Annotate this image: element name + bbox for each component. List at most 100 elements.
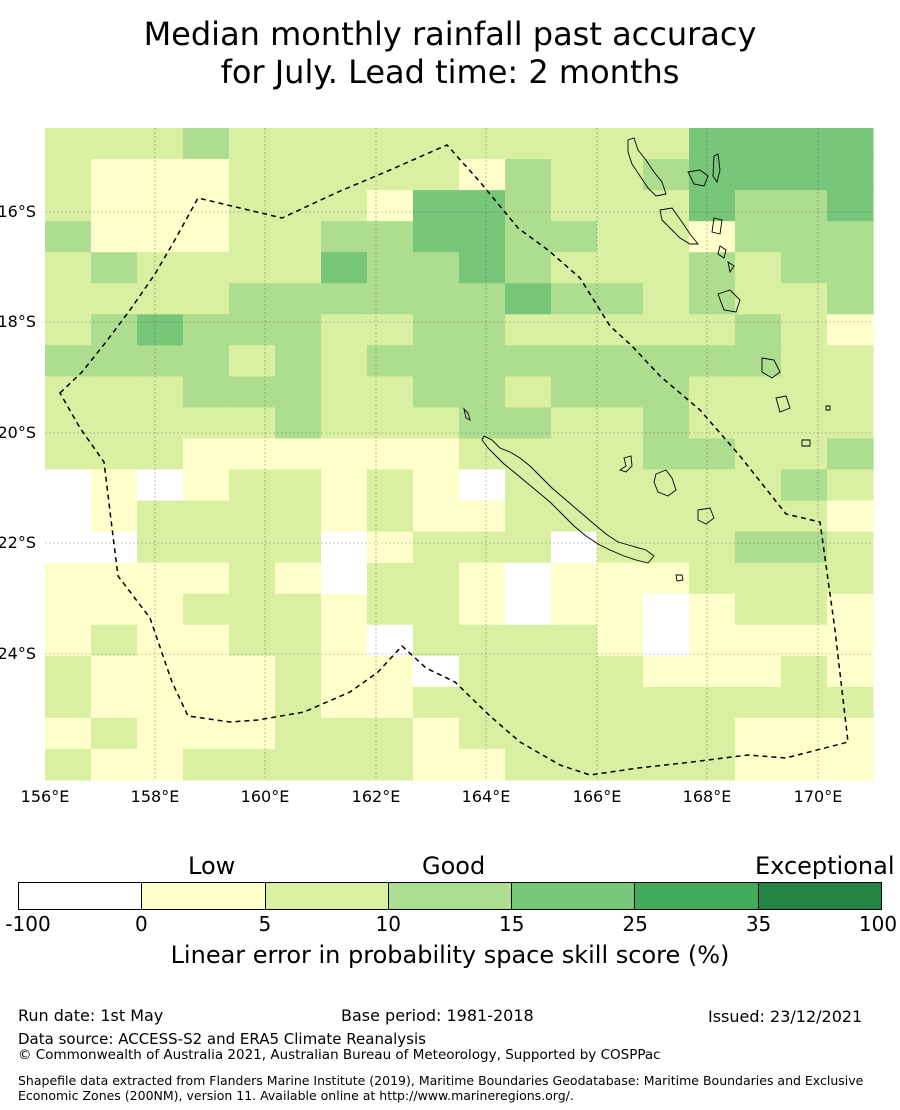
grid-cell [183, 221, 230, 253]
grid-cell [735, 748, 782, 781]
grid-cell [183, 500, 230, 533]
grid-cell [367, 345, 414, 377]
grid-cell [321, 407, 368, 440]
grid-cell [275, 531, 322, 564]
grid-cell [597, 314, 644, 346]
grid-cell [551, 469, 598, 502]
grid-cell [505, 159, 552, 191]
grid-cell [229, 438, 276, 471]
grid-cell [505, 314, 552, 346]
grid-cell [137, 128, 184, 160]
grid-cell [321, 624, 368, 657]
grid-cell [91, 531, 138, 564]
skill-score-map: 156°E 158°E 160°E 162°E 164°E 166°E 168°E 170°E… [0, 128, 874, 806]
grid-cell [367, 655, 414, 688]
grid-cell [183, 686, 230, 719]
grid-cell [551, 345, 598, 377]
new-caledonia-coastline [481, 435, 655, 564]
grid-cell [321, 500, 368, 533]
grid-cell [551, 252, 598, 284]
latitude-tick-label: 18°S [0, 312, 36, 331]
grid-cell [505, 500, 552, 533]
grid-cell [413, 500, 460, 533]
grid-cell [735, 655, 782, 688]
grid-cell [183, 531, 230, 564]
grid-cell [413, 407, 460, 440]
grid-cell [781, 407, 828, 440]
grid-cell [643, 128, 690, 160]
issued-date: Issued: 23/12/2021 [708, 1007, 863, 1026]
grid-cell [183, 190, 230, 222]
grid-cell [45, 748, 92, 781]
grid-cell [183, 252, 230, 284]
grid-cell [827, 159, 874, 191]
grid-cell [597, 345, 644, 377]
grid-cell [183, 376, 230, 409]
grid-cell [827, 190, 874, 222]
grid-cell [91, 159, 138, 191]
latitude-tick-labels: 16°S 18°S 20°S 22°S 24°S [0, 202, 36, 663]
grid-cell [137, 438, 184, 471]
grid-cell [275, 438, 322, 471]
grid-cell [91, 469, 138, 502]
grid-cell [781, 593, 828, 626]
grid-cell [689, 593, 736, 626]
grid-cell [45, 407, 92, 440]
grid-cell [321, 531, 368, 564]
grid-cell [367, 128, 414, 160]
grid-cell [689, 438, 736, 471]
copyright-notice: © Commonwealth of Australia 2021, Austra… [18, 1047, 661, 1063]
grid-cell [229, 531, 276, 564]
grid-cell [459, 686, 506, 719]
grid-cell [91, 686, 138, 719]
grid-cell [735, 469, 782, 502]
grid-cell [91, 345, 138, 377]
grid-cell [827, 748, 874, 781]
category-exceptional-label: Exceptional [755, 852, 895, 880]
grid-cell [781, 314, 828, 346]
grid-cell [45, 500, 92, 533]
grid-cell [137, 531, 184, 564]
colorbar-segment [19, 883, 143, 909]
grid-cell [781, 686, 828, 719]
grid-cell [367, 159, 414, 191]
grid-cell [413, 314, 460, 346]
grid-cell [459, 593, 506, 626]
grid-cell [643, 593, 690, 626]
grid-cell [735, 407, 782, 440]
grid-cell [321, 717, 368, 750]
grid-cell [551, 593, 598, 626]
grid-cell [137, 314, 184, 346]
grid-cell [551, 624, 598, 657]
grid-cell [183, 593, 230, 626]
grid-cell [321, 562, 368, 595]
grid-cell [505, 252, 552, 284]
grid-cell [597, 562, 644, 595]
grid-cell [137, 221, 184, 253]
grid-cell [367, 562, 414, 595]
grid-cell [689, 748, 736, 781]
grid-cell [183, 562, 230, 595]
grid-cell [597, 407, 644, 440]
grid-cell [781, 438, 828, 471]
grid-cell [459, 407, 506, 440]
longitude-tick-label: 160°E [241, 787, 290, 806]
grid-cell [827, 686, 874, 719]
longitude-tick-label: 158°E [131, 787, 180, 806]
grid-cell [275, 562, 322, 595]
grid-cell [459, 314, 506, 346]
grid-cell [229, 221, 276, 253]
grid-cell [689, 500, 736, 533]
grid-cell [137, 283, 184, 315]
vanuatu-islet-2 [717, 245, 727, 259]
grid-cell [597, 593, 644, 626]
grid-cell [735, 314, 782, 346]
grid-cell [137, 345, 184, 377]
grid-cell [183, 407, 230, 440]
grid-cell [91, 376, 138, 409]
grid-cell [505, 283, 552, 315]
grid-cell [413, 531, 460, 564]
data-source: Data source: ACCESS-S2 and ERA5 Climate … [18, 1030, 426, 1048]
grid-cell [413, 686, 460, 719]
grid-cell [229, 283, 276, 315]
